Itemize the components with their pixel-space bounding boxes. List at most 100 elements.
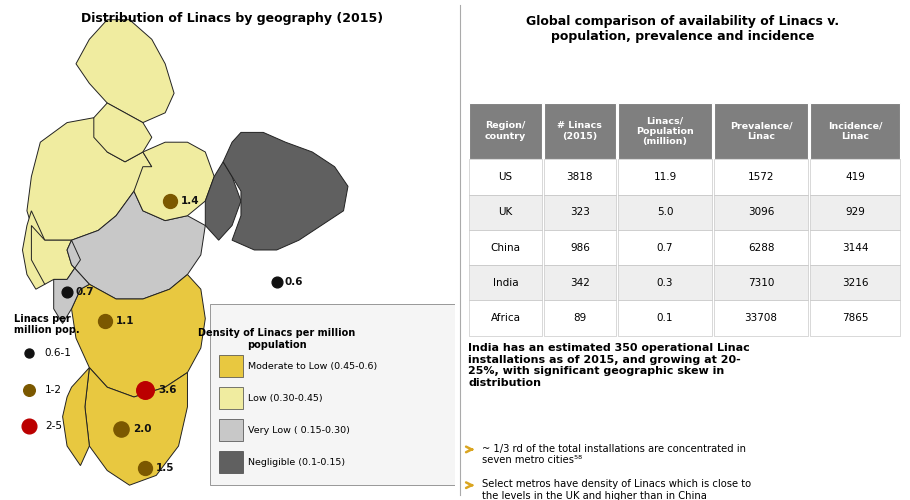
Bar: [810, 194, 900, 230]
Bar: [618, 230, 713, 265]
Bar: [618, 265, 713, 300]
Point: [113, 425, 127, 433]
Point: [269, 278, 284, 286]
Text: 3216: 3216: [842, 278, 868, 288]
Text: 419: 419: [845, 172, 865, 182]
Text: Linacs/
Population
(million): Linacs/ Population (million): [636, 116, 694, 146]
Bar: [470, 160, 541, 194]
Bar: [470, 230, 541, 265]
Bar: [218, 451, 243, 473]
Text: 5.0: 5.0: [657, 208, 673, 218]
Bar: [810, 230, 900, 265]
Text: 1-2: 1-2: [45, 384, 62, 394]
Bar: [218, 387, 243, 409]
Polygon shape: [31, 226, 80, 284]
Bar: [470, 194, 541, 230]
Text: 3818: 3818: [567, 172, 593, 182]
Text: 0.6-1: 0.6-1: [45, 348, 72, 358]
Text: Distribution of Linacs by geography (2015): Distribution of Linacs by geography (201…: [81, 12, 383, 26]
Text: 2.0: 2.0: [133, 424, 152, 434]
Text: UK: UK: [499, 208, 512, 218]
Text: 986: 986: [570, 242, 590, 252]
Text: 2-5: 2-5: [45, 422, 62, 432]
Text: Negligible (0.1-0.15): Negligible (0.1-0.15): [248, 458, 345, 466]
Bar: [218, 419, 243, 441]
Text: 1572: 1572: [748, 172, 774, 182]
Polygon shape: [206, 162, 241, 240]
Text: 7310: 7310: [748, 278, 774, 288]
Text: ~ 1/3 rd of the total installations are concentrated in
seven metro cities⁵⁸: ~ 1/3 rd of the total installations are …: [481, 444, 745, 465]
Text: 89: 89: [573, 313, 586, 323]
Text: 7865: 7865: [842, 313, 868, 323]
Bar: [714, 230, 808, 265]
Bar: [470, 300, 541, 336]
Point: [162, 197, 177, 205]
Point: [22, 349, 36, 357]
Text: India has an estimated 350 operational Linac
installations as of 2015, and growi: India has an estimated 350 operational L…: [469, 343, 750, 388]
Bar: [543, 230, 616, 265]
Text: Very Low ( 0.15-0.30): Very Low ( 0.15-0.30): [248, 426, 349, 435]
Polygon shape: [85, 368, 187, 485]
Text: Low (0.30-0.45): Low (0.30-0.45): [248, 394, 322, 403]
Text: 1.4: 1.4: [181, 196, 199, 206]
Text: China: China: [490, 242, 521, 252]
Point: [137, 386, 152, 394]
Text: 1.5: 1.5: [157, 463, 175, 473]
Bar: [810, 300, 900, 336]
Bar: [810, 265, 900, 300]
Bar: [618, 194, 713, 230]
Text: 1.1: 1.1: [116, 316, 135, 326]
Text: 33708: 33708: [744, 313, 778, 323]
Polygon shape: [94, 103, 152, 162]
Text: 0.1: 0.1: [657, 313, 673, 323]
Bar: [470, 103, 541, 160]
Bar: [810, 160, 900, 194]
FancyBboxPatch shape: [209, 304, 464, 485]
Bar: [810, 103, 900, 160]
Text: 0.3: 0.3: [657, 278, 673, 288]
Bar: [714, 300, 808, 336]
Polygon shape: [54, 240, 89, 324]
Polygon shape: [63, 368, 89, 466]
Bar: [714, 103, 808, 160]
Text: India: India: [493, 278, 519, 288]
Bar: [543, 103, 616, 160]
Text: Africa: Africa: [490, 313, 521, 323]
Text: Global comparison of availability of Linacs v.
population, prevalence and incide: Global comparison of availability of Lin…: [526, 15, 839, 43]
Polygon shape: [23, 211, 54, 289]
Bar: [218, 356, 243, 378]
Bar: [714, 194, 808, 230]
Polygon shape: [27, 118, 152, 240]
Bar: [618, 103, 713, 160]
Text: # Linacs
(2015): # Linacs (2015): [558, 122, 602, 141]
Text: Select metros have density of Linacs which is close to
the levels in the UK and : Select metros have density of Linacs whi…: [481, 480, 751, 500]
Text: 929: 929: [845, 208, 865, 218]
Text: 0.6: 0.6: [285, 277, 303, 287]
Text: Incidence/
Linac: Incidence/ Linac: [828, 122, 883, 141]
Bar: [543, 265, 616, 300]
Bar: [618, 300, 713, 336]
Bar: [543, 160, 616, 194]
Bar: [543, 300, 616, 336]
Text: 342: 342: [570, 278, 590, 288]
Bar: [470, 265, 541, 300]
Point: [137, 464, 152, 472]
Point: [60, 288, 75, 296]
Text: 0.7: 0.7: [76, 286, 94, 296]
Text: Region/
country: Region/ country: [485, 122, 526, 141]
Text: 0.7: 0.7: [657, 242, 673, 252]
Bar: [543, 194, 616, 230]
Text: 6288: 6288: [748, 242, 774, 252]
Text: 323: 323: [570, 208, 590, 218]
Polygon shape: [134, 142, 214, 220]
Polygon shape: [72, 274, 206, 397]
Text: Linacs per
million pop.: Linacs per million pop.: [14, 314, 79, 336]
Bar: [714, 265, 808, 300]
Point: [22, 422, 36, 430]
Text: 11.9: 11.9: [653, 172, 677, 182]
Text: Density of Linacs per million
population: Density of Linacs per million population: [198, 328, 355, 350]
Text: Moderate to Low (0.45-0.6): Moderate to Low (0.45-0.6): [248, 362, 377, 371]
Text: Prevalence/
Linac: Prevalence/ Linac: [730, 122, 793, 141]
Polygon shape: [223, 132, 348, 250]
Polygon shape: [67, 191, 206, 299]
